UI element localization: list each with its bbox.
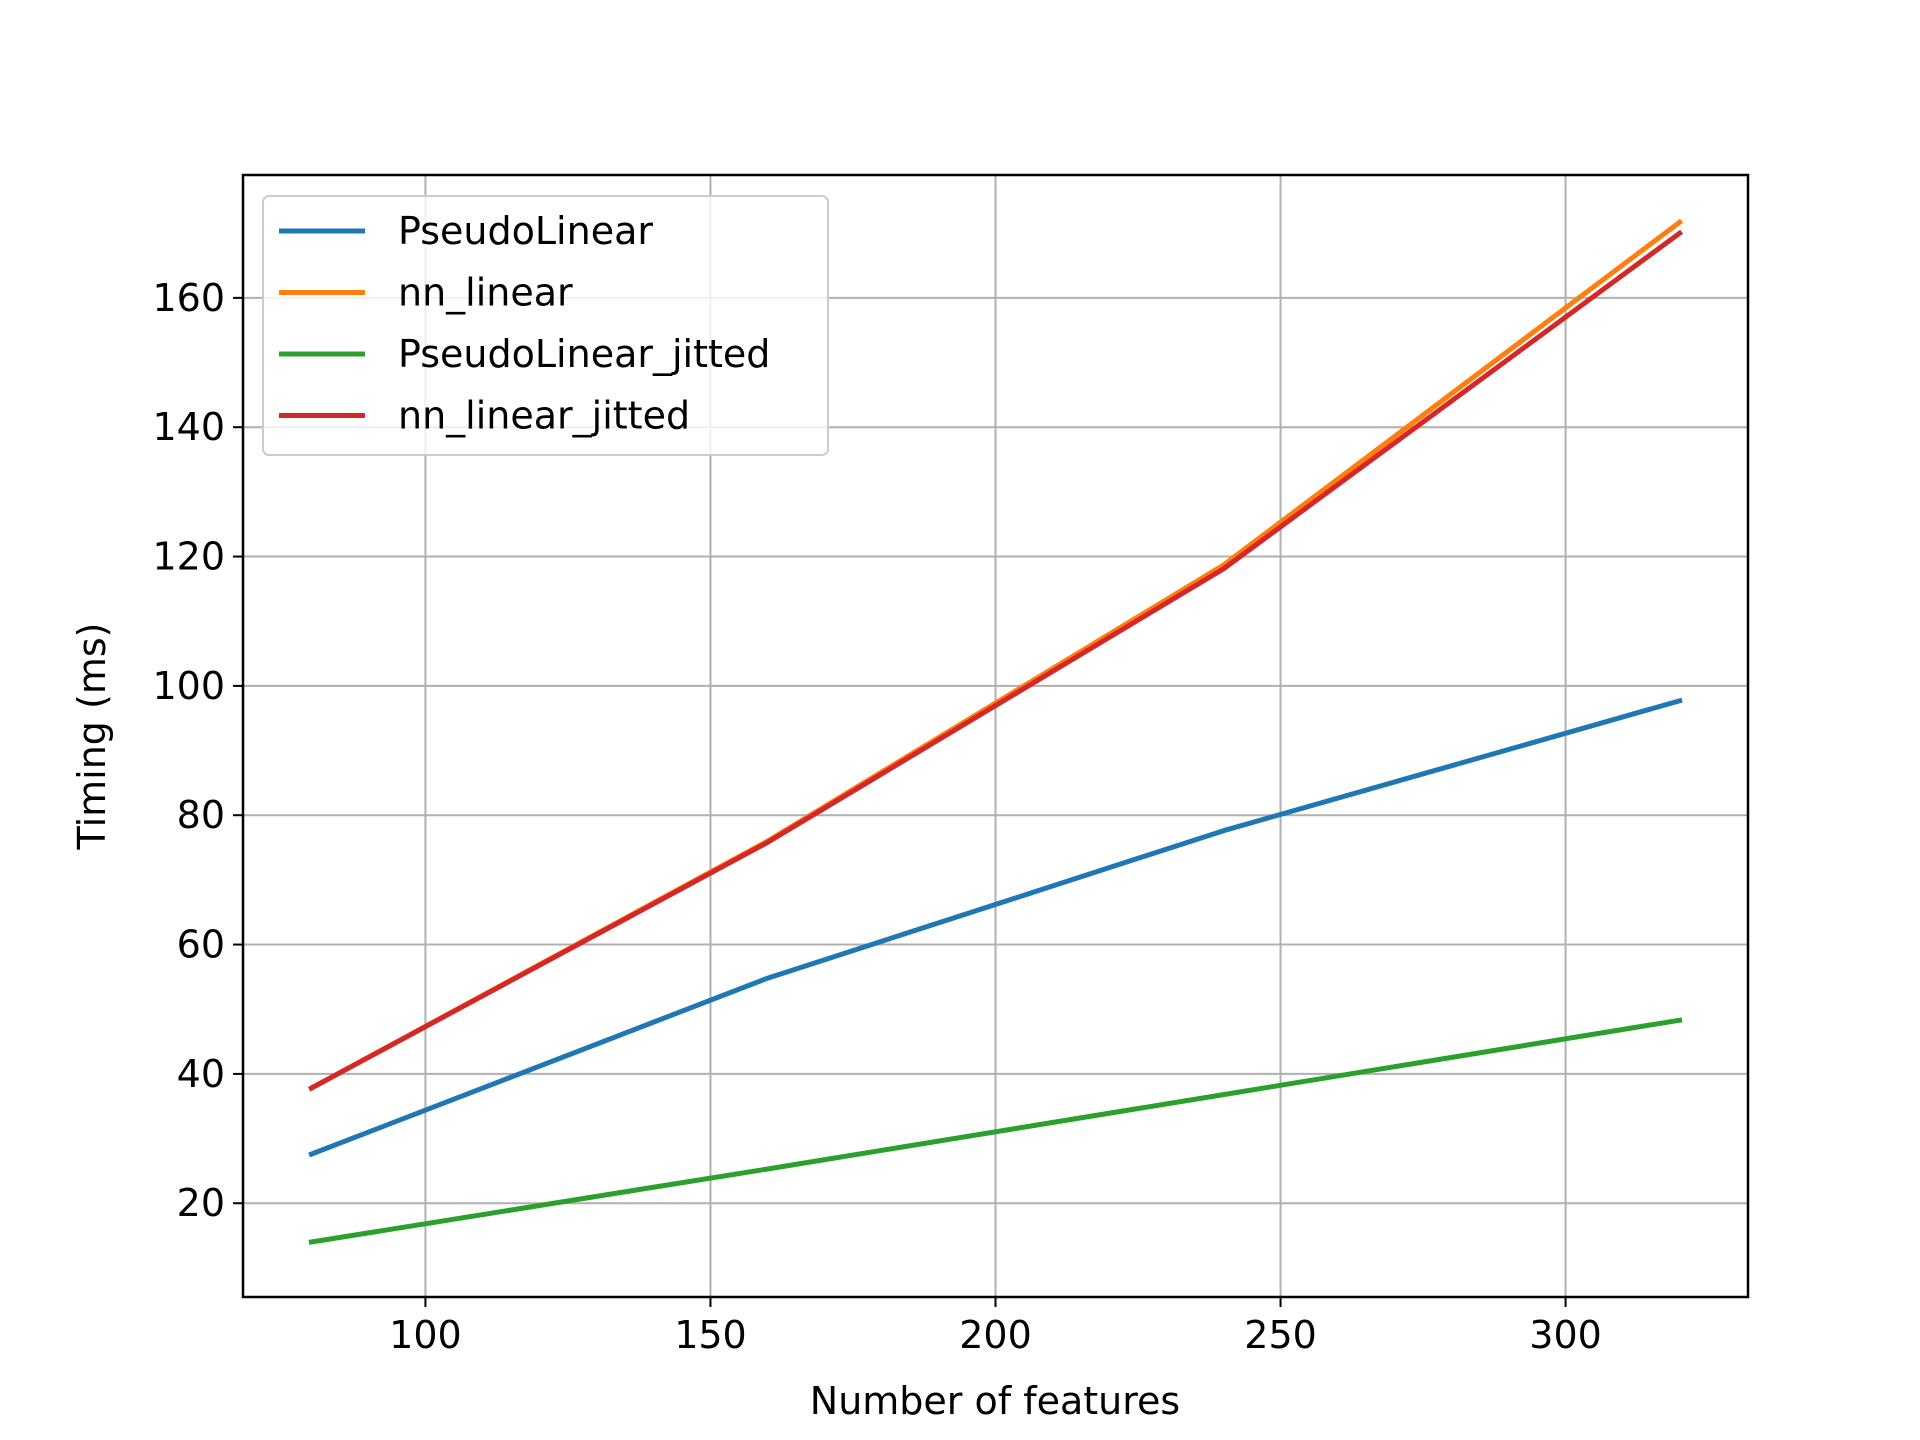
legend: PseudoLinear nn_linear PseudoLinear_jitted… — [262, 195, 829, 456]
x-tick-label: 200 — [959, 1313, 1032, 1357]
series-line-pseudolinear-jitted — [308, 1017, 1683, 1245]
series-lines — [308, 218, 1684, 1245]
y-tick-label: 160 — [152, 276, 225, 320]
legend-label-nn-linear: nn_linear — [398, 271, 573, 315]
legend-box — [262, 195, 829, 456]
x-tick-label: 250 — [1244, 1313, 1317, 1357]
series-line-pseudolinear — [308, 697, 1683, 1158]
x-tick-label: 100 — [389, 1313, 462, 1357]
y-tick-label: 80 — [177, 793, 225, 837]
y-tick-label: 140 — [152, 405, 225, 449]
legend-label-pseudolinear: PseudoLinear — [398, 209, 653, 253]
x-axis-label: Number of features — [810, 1379, 1180, 1423]
axis-ticks: 100 150 200 250 300 20 40 60 80 100 120 140 160 — [152, 276, 1601, 1357]
series-line-nn-linear-jitted — [308, 229, 1684, 1092]
y-tick-label: 40 — [177, 1052, 225, 1096]
x-tick-label: 300 — [1529, 1313, 1602, 1357]
y-tick-label: 100 — [152, 664, 225, 708]
y-axis-label: Timing (ms) — [70, 623, 114, 851]
grid-lines — [243, 175, 1748, 1297]
x-tick-label: 150 — [674, 1313, 747, 1357]
y-tick-label: 120 — [152, 535, 225, 579]
y-tick-label: 60 — [177, 923, 225, 967]
legend-label-nn-linear-jitted: nn_linear_jitted — [398, 394, 690, 438]
y-tick-label: 20 — [177, 1181, 225, 1225]
legend-label-pseudolinear-jitted: PseudoLinear_jitted — [398, 332, 770, 376]
